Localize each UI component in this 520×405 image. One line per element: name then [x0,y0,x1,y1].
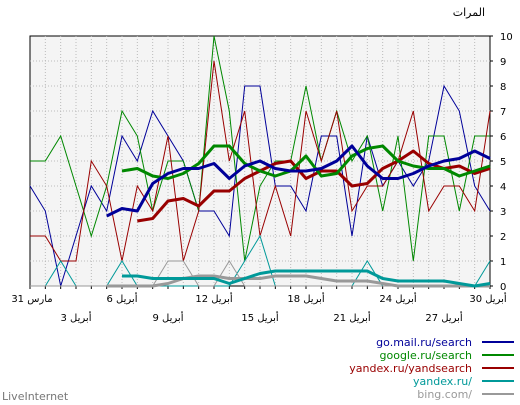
legend-label: go.mail.ru/search [376,336,472,349]
y-tick-label: 3 [500,207,506,218]
legend-label: yandex.ru/ [413,375,472,388]
y-tick-label: 10 [500,32,513,43]
x-tick-label: 15 أبريل [241,311,279,324]
series-line-average [106,274,490,288]
series-line-average [122,269,491,288]
x-tick-label: 12 أبريل [195,292,233,305]
average-series-lines [106,144,491,288]
y-axis-ticks: 0 1 2 3 4 5 6 7 8 9 10 [490,32,513,293]
x-axis-ticks: 30 أبريل 24 أبريل 18 أبريل 12 أبريل 6 أبريل 3… [11,286,507,324]
y-tick-label: 4 [500,182,506,193]
legend-label: google.ru/search [380,349,473,362]
y-tick-label: 1 [500,257,506,268]
y-tick-label: 5 [500,157,506,168]
y-tick-label: 7 [500,107,506,118]
x-tick-label: 3 أبريل [61,311,92,324]
legend: go.mail.ru/searchgoogle.ru/searchyandex.… [349,336,514,401]
x-tick-label: 9 أبريل [153,311,184,324]
series-line-average [106,144,491,218]
y-tick-label: 2 [500,232,506,243]
y-tick-label: 6 [500,132,506,143]
legend-label: bing.com/ [417,388,472,401]
x-tick-label: 18 أبريل [287,292,325,305]
x-tick-label: 21 أبريل [333,311,371,324]
x-tick-label: 24 أبريل [379,292,417,305]
footer-brand: LiveInternet [2,390,69,403]
y-tick-label: 9 [500,57,506,68]
series-line-daily [29,84,491,287]
legend-label: yandex.ru/yandsearch [349,362,472,375]
y-tick-label: 8 [500,82,506,93]
x-tick-label: 30 أبريل [469,292,507,305]
x-tick-label: 6 أبريل [107,292,138,305]
x-tick-label: 31 مارس [11,294,52,305]
x-tick-label: 27 أبريل [425,311,463,324]
y-axis-title: المرات [453,6,485,19]
y-tick-label: 0 [500,282,506,293]
series-line-average [121,144,491,180]
